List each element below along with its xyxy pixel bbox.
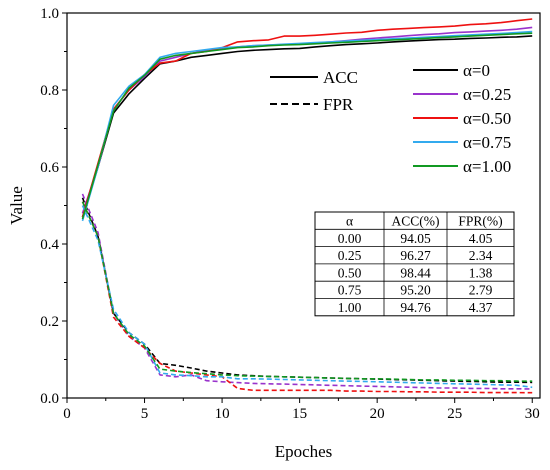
series-legend-label: α=1.00: [463, 157, 511, 176]
y-tick-label: 1.0: [40, 6, 59, 22]
series-legend-label: α=0.75: [463, 133, 511, 152]
plot-lines: [81, 18, 533, 394]
x-tick-label: 25: [447, 406, 462, 422]
x-tick-label: 30: [525, 406, 540, 422]
style-legend-label: ACC: [323, 68, 358, 87]
table-cell: 94.76: [400, 300, 431, 315]
y-axis-label: Value: [7, 186, 26, 225]
table-cell: 2.79: [469, 283, 493, 298]
table-cell: 1.00: [338, 300, 362, 315]
y-tick-label: 0.8: [40, 83, 59, 99]
x-tick-label: 15: [292, 406, 307, 422]
series-2-acc-line: [81, 18, 533, 218]
table-header-cell: α: [346, 214, 353, 229]
table-cell: 0.00: [338, 231, 362, 246]
series-1-fpr-line: [81, 193, 533, 390]
table-cell: 1.38: [469, 265, 493, 280]
series-3-acc-line: [81, 30, 533, 222]
style-legend-label: FPR: [323, 95, 354, 114]
table-cell: 94.05: [400, 231, 431, 246]
table-cell: 0.25: [338, 248, 362, 263]
table-header-cell: ACC(%): [392, 214, 440, 229]
y-tick-label: 0.0: [40, 391, 59, 407]
series-legend-label: α=0.25: [463, 85, 511, 104]
y-tick-label: 0.2: [40, 314, 59, 330]
x-tick-label: 20: [370, 406, 385, 422]
y-tick-label: 0.4: [40, 237, 59, 253]
table-cell: 96.27: [400, 248, 431, 263]
table-cell: 98.44: [400, 265, 431, 280]
series-0-acc-line: [81, 35, 533, 218]
series-4-acc-line: [81, 32, 533, 220]
table-cell: 0.75: [338, 283, 362, 298]
x-tick-label: 5: [141, 406, 149, 422]
axis-ticks: 0 5 10 15 20 25 30 0.0 0.2 0.4 0.6 0.8 1.0: [40, 6, 539, 422]
series-legend-label: α=0: [463, 61, 490, 80]
table-cell: 0.50: [338, 265, 362, 280]
series-3-fpr-line: [81, 205, 533, 389]
style-legend: ACC FPR: [270, 68, 358, 114]
x-tick-label: 0: [63, 406, 71, 422]
results-table: α ACC(%) FPR(%) 0.00 94.05 4.05 0.25 96.27 2.34 0…: [314, 211, 515, 317]
table-cell: 95.20: [400, 283, 431, 298]
series-legend: α=0 α=0.25 α=0.50 α=0.75 α=1.00: [413, 61, 511, 176]
y-tick-label: 0.6: [40, 160, 59, 176]
series-4-fpr-line: [81, 201, 533, 382]
x-axis-label: Epoches: [275, 442, 333, 461]
table-header-cell: FPR(%): [458, 214, 502, 229]
series-legend-label: α=0.50: [463, 109, 511, 128]
table-cell: 2.34: [469, 248, 493, 263]
x-tick-label: 10: [215, 406, 230, 422]
table-cell: 4.37: [469, 300, 493, 315]
table-cell: 4.05: [469, 231, 493, 246]
series-2-fpr-line: [81, 201, 533, 394]
